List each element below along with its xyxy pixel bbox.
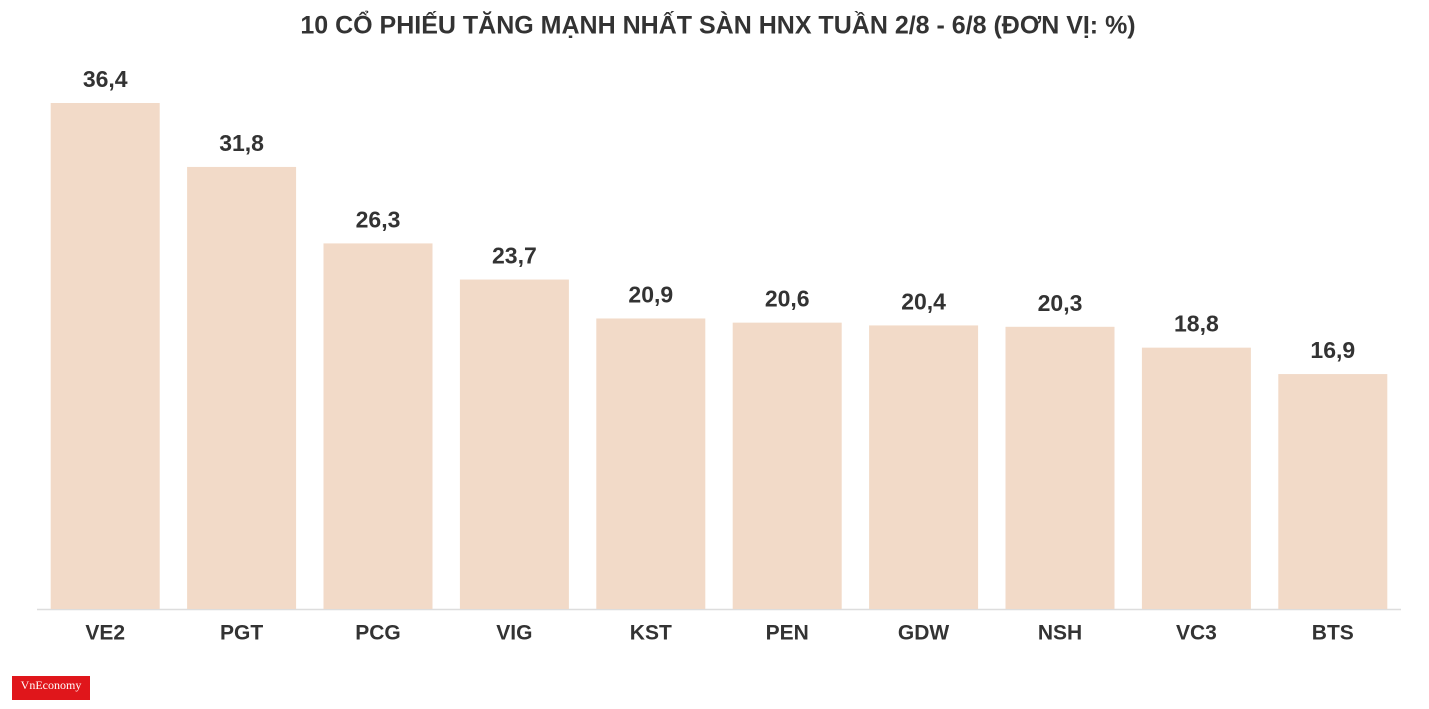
x-tick-label: VE2 [85,622,125,645]
value-label: 20,4 [901,288,946,314]
bar [187,166,297,609]
value-label: 20,3 [1038,290,1083,316]
chart-title: 10 CỔ PHIẾU TĂNG MẠNH NHẤT SÀN HNX TUẦN … [300,10,1135,40]
value-label: 18,8 [1174,311,1219,337]
logo-box [12,676,90,700]
value-label: 31,8 [219,130,264,156]
value-label: 23,7 [492,243,537,269]
value-label: 20,6 [765,286,810,312]
value-label: 26,3 [356,206,401,232]
x-tick-label: BTS [1312,622,1354,645]
x-tick-label: GDW [898,622,950,645]
x-tick-label: VIG [496,622,532,645]
x-tick-label: PEN [766,622,809,645]
bar [50,103,160,609]
x-tick-label: PCG [355,622,401,645]
x-tick-label: PGT [220,622,263,645]
value-label: 36,4 [83,66,128,92]
bar [732,322,842,609]
value-label: 20,9 [628,282,673,308]
logo: VnEconomy [21,678,82,692]
bar [1005,326,1115,609]
bar [323,243,433,609]
bar [1278,374,1388,609]
bar [596,318,706,609]
bar [1141,347,1251,609]
bar [459,279,569,609]
value-label: 16,9 [1310,337,1355,363]
bar [869,325,979,609]
x-tick-label: KST [630,622,672,645]
x-tick-label: VC3 [1176,622,1217,645]
x-tick-label: NSH [1038,622,1082,645]
